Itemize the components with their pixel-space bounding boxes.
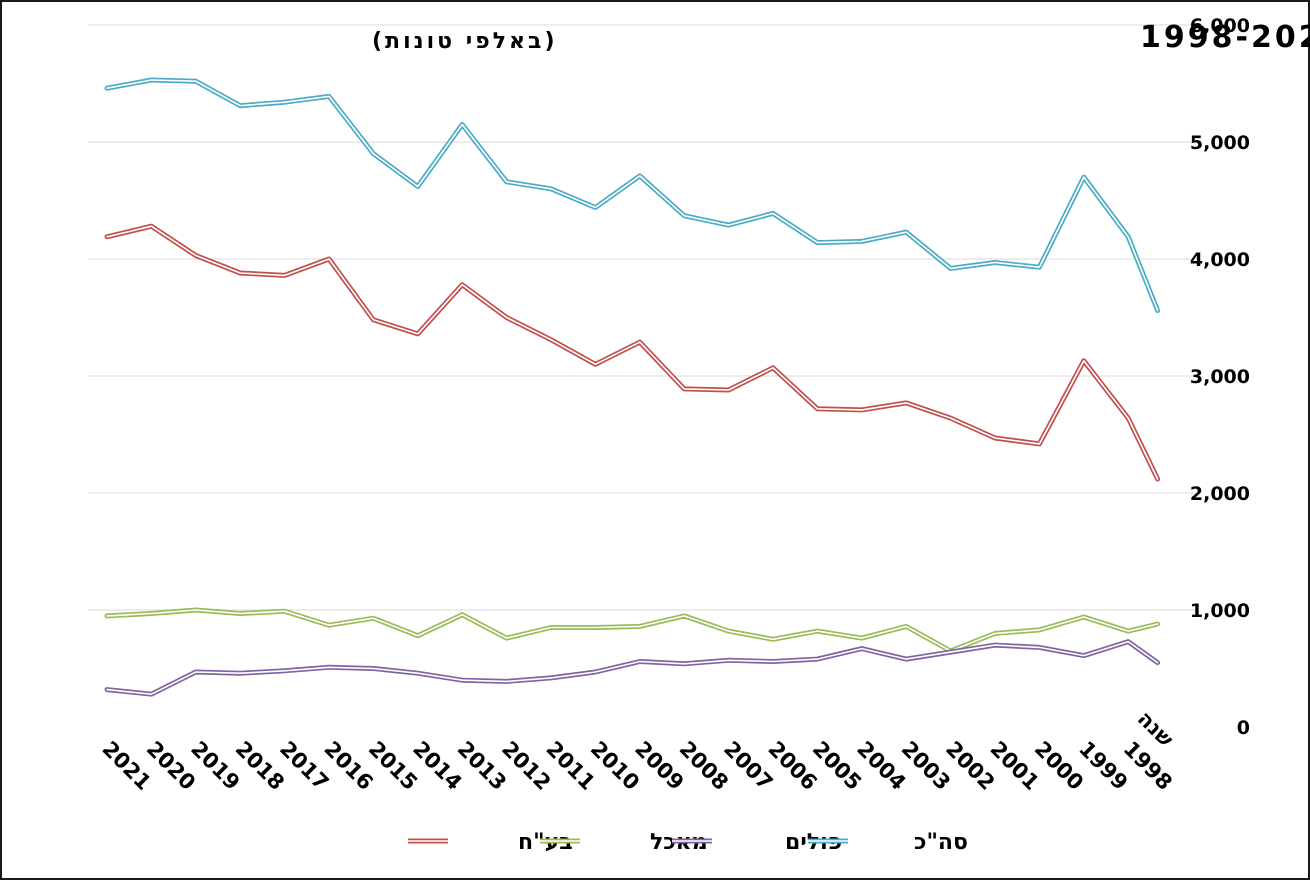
x-tick-label: 1998 [1119, 737, 1177, 795]
x-tick-label: 2008 [675, 737, 733, 795]
x-tick-label: 2000 [1030, 737, 1088, 795]
x-tick-label: 2009 [630, 737, 688, 795]
x-tick-label: 2013 [453, 737, 511, 795]
y-tick-label: 0 [1237, 717, 1250, 739]
y-axis-ticks: 0 1,000 2,000 3,000 4,000 5,000 6,000 [1190, 15, 1250, 739]
legend: בע"חמאכלפוליםסה"כ [408, 830, 968, 855]
series-line-outer [104, 639, 1161, 697]
chart-title: יבוא התבואות לישראל ע״פ סוגים 1998-2022 [1140, 20, 1310, 55]
legend-entry: סה"כ [808, 830, 968, 855]
x-tick-label: 2015 [364, 737, 422, 795]
y-tick-label: 4,000 [1190, 249, 1250, 271]
x-tick-label: 2012 [497, 737, 555, 795]
series-סהכ [104, 77, 1161, 313]
legend-label: סה"כ [914, 830, 968, 855]
y-tick-label: 6,000 [1190, 15, 1250, 37]
x-tick-label: 2010 [586, 737, 644, 795]
x-tick-label: 2019 [186, 737, 244, 795]
y-tick-label: 5,000 [1190, 132, 1250, 154]
x-tick-label: 2017 [275, 737, 333, 795]
series-lines [104, 77, 1161, 697]
x-tick-label: 2011 [541, 737, 599, 795]
series-line-inner [106, 79, 1159, 312]
gridlines [88, 24, 1196, 611]
y-tick-label: 1,000 [1190, 600, 1250, 622]
series-line-inner [106, 609, 1159, 652]
series-בעח [104, 223, 1161, 482]
x-tick-label: 2020 [142, 737, 200, 795]
x-tick-label: 2014 [408, 737, 466, 795]
x-tick-label: 2002 [941, 737, 999, 795]
y-tick-label: 2,000 [1190, 483, 1250, 505]
x-tick-label: 2007 [719, 737, 777, 795]
x-tick-label: 2003 [897, 737, 955, 795]
x-tick-label: 2018 [231, 737, 289, 795]
x-tick-label: 2001 [985, 737, 1043, 795]
y-tick-label: 3,000 [1190, 366, 1250, 388]
x-tick-label: 2005 [808, 737, 866, 795]
series-מאכל [104, 607, 1161, 654]
x-axis-ticks: 2021202020192018201720162015201420132012… [97, 706, 1178, 794]
x-tick-label: 2016 [319, 737, 377, 795]
chart-subtitle: (באלפי טונות) [372, 29, 558, 54]
x-tick-label: 2021 [97, 737, 155, 795]
series-פולים [104, 639, 1161, 697]
x-tick-label: 2006 [763, 737, 821, 795]
x-tick-label: 1999 [1074, 737, 1132, 795]
x-tick-label: 2004 [852, 737, 910, 795]
series-line-inner [106, 640, 1159, 695]
series-line-inner [106, 225, 1159, 480]
